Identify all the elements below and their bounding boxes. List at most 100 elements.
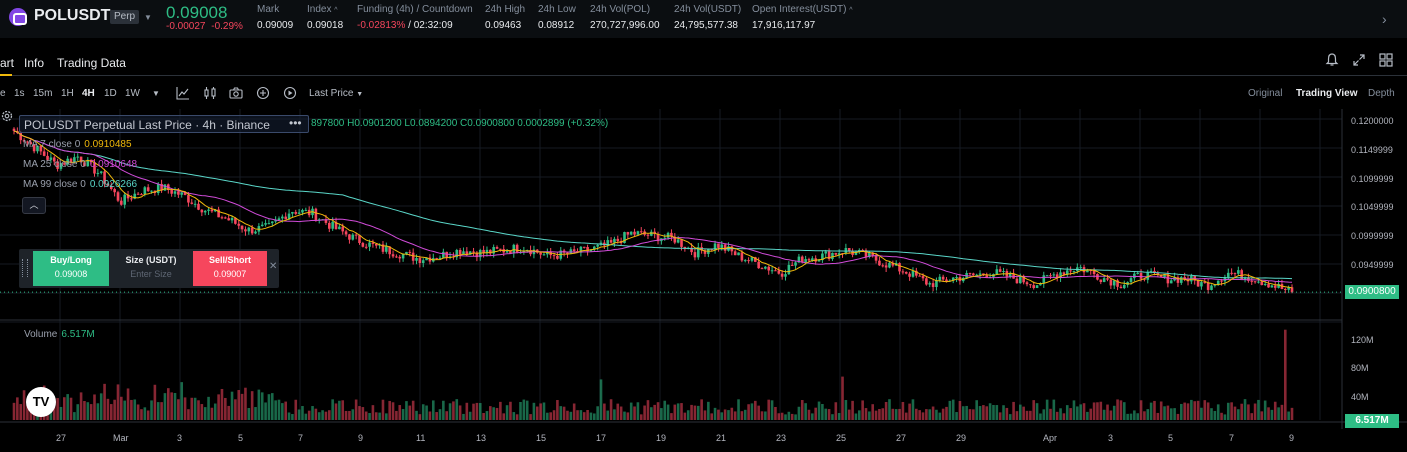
chevron-right-icon[interactable]: ›	[1382, 11, 1387, 27]
timeframe-4h[interactable]: 4H	[82, 88, 95, 99]
volume-bar	[837, 413, 841, 420]
volume-bar	[1055, 411, 1059, 420]
index-label[interactable]: Index ^	[307, 4, 338, 15]
volume-bar	[844, 400, 848, 420]
price-type-dropdown[interactable]: Last Price ▼	[309, 88, 364, 99]
timeframe-15m[interactable]: 15m	[33, 88, 53, 99]
candle-body	[411, 252, 415, 261]
date-axis-label: 3	[1108, 433, 1114, 443]
camera-icon[interactable]	[229, 86, 243, 100]
timeframe-more-icon[interactable]: ▼	[152, 89, 160, 98]
candle-body	[1287, 287, 1290, 290]
price-change: -0.00027 -0.29%	[166, 21, 243, 32]
candle-body	[1072, 271, 1076, 273]
volume-bar	[723, 409, 727, 420]
sell-short-button[interactable]: Sell/Short 0.09007	[193, 251, 267, 286]
candle-body	[170, 189, 173, 194]
volume-bar	[244, 387, 247, 420]
volume-bar	[1082, 403, 1086, 420]
indicators-icon[interactable]	[176, 86, 190, 100]
add-indicator-icon[interactable]	[256, 86, 270, 100]
volume-bar	[1149, 402, 1153, 420]
candle-body	[1260, 281, 1264, 285]
expand-icon[interactable]	[1351, 52, 1367, 68]
legend-more-icon[interactable]: •••	[289, 116, 302, 130]
volume-bar	[502, 413, 506, 420]
candle-body	[639, 231, 643, 233]
candle-body	[515, 244, 519, 253]
price-axis-label: 0.1149999	[1351, 145, 1393, 155]
candle-body	[1022, 275, 1025, 283]
tab-trading-data[interactable]: Trading Data	[57, 56, 126, 70]
volume-bar	[408, 405, 412, 420]
candle-body	[1099, 279, 1103, 283]
view-trading-view[interactable]: Trading View	[1296, 88, 1358, 99]
volume-bar	[985, 406, 989, 420]
volume-bar	[1065, 405, 1069, 420]
candles-style-icon[interactable]	[203, 86, 217, 100]
chart-legend[interactable]: POLUSDT Perpetual Last Price · 4h · Bina…	[19, 115, 309, 133]
timeframe-1h[interactable]: 1H	[61, 88, 74, 99]
bell-icon[interactable]	[1324, 52, 1340, 68]
current-price-tag: 0.0900800	[1345, 285, 1399, 299]
date-axis-label: 9	[358, 433, 364, 443]
candle-body	[864, 250, 868, 257]
timeframe-time[interactable]: e	[0, 88, 6, 99]
candle-body	[676, 239, 680, 243]
size-input[interactable]: Size (USDT) Enter Size	[109, 251, 193, 286]
volume-bar	[1250, 413, 1254, 420]
candle-body	[301, 209, 304, 213]
ma25-legend[interactable]: MA 25 close 0 0.0910648	[23, 159, 137, 170]
ma99-line	[13, 130, 1293, 280]
candle-body	[39, 145, 43, 152]
candle-body	[539, 252, 542, 255]
volume-bar	[817, 401, 821, 420]
timeframe-1d[interactable]: 1D	[104, 88, 117, 99]
ma7-legend[interactable]: MA 7 close 0 0.0910485	[23, 139, 132, 150]
symbol-name[interactable]: POLUSDT	[34, 7, 111, 24]
timeframe-1s[interactable]: 1s	[14, 88, 25, 99]
collapse-legend-button[interactable]: ︿	[22, 197, 46, 214]
volume-bar	[754, 400, 757, 420]
candle-body	[475, 252, 479, 258]
replay-icon[interactable]	[283, 86, 297, 100]
volume-bar	[96, 403, 100, 420]
tab-info[interactable]: Info	[24, 56, 45, 70]
volume-bar	[291, 414, 294, 420]
volume-bar	[227, 405, 230, 420]
candle-body	[499, 248, 502, 250]
volume-bar	[1159, 401, 1163, 420]
open-interest-label[interactable]: Open Interest(USDT) ^	[752, 4, 853, 15]
view-depth[interactable]: Depth	[1368, 88, 1395, 99]
buy-long-button[interactable]: Buy/Long 0.09008	[33, 251, 109, 286]
volume-bar	[609, 399, 613, 420]
volume-bar	[1012, 401, 1015, 420]
view-original[interactable]: Original	[1248, 88, 1283, 99]
date-axis-label: 7	[1229, 433, 1235, 443]
volume-bar	[1076, 406, 1079, 420]
candle-body	[391, 254, 395, 257]
volume-bar	[1042, 409, 1046, 420]
volume-bar	[522, 399, 526, 420]
ma99-legend[interactable]: MA 99 close 0 0.0926266	[23, 179, 137, 190]
candle-body	[234, 218, 237, 224]
last-price: 0.09008	[166, 3, 228, 22]
volume-bar	[961, 406, 965, 420]
price-chart[interactable]: POLUSDT Perpetual Last Price · 4h · Bina…	[0, 109, 1407, 452]
candle-body	[925, 278, 928, 285]
symbol-dropdown-icon[interactable]: ▼	[144, 13, 152, 22]
candle-body	[1257, 281, 1260, 283]
candle-body	[49, 157, 53, 160]
gear-icon[interactable]	[0, 109, 14, 123]
close-order-panel-icon[interactable]: ✕	[269, 261, 278, 272]
volume-bar	[22, 390, 26, 420]
tradingview-logo[interactable]: TV	[26, 387, 56, 417]
volume-bar	[1032, 400, 1036, 420]
layout-grid-icon[interactable]	[1378, 52, 1394, 68]
drag-handle-icon[interactable]	[22, 259, 28, 277]
candle-body	[341, 226, 345, 232]
tab-chart[interactable]: art	[0, 56, 15, 70]
volume-bar	[324, 411, 328, 420]
timeframe-1w[interactable]: 1W	[125, 88, 140, 99]
volume-bar	[317, 412, 321, 420]
